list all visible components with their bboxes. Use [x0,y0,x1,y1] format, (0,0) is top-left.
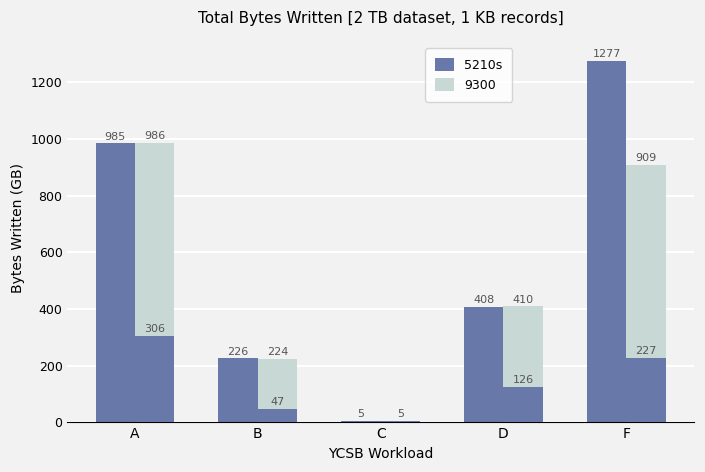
Bar [219,358,258,422]
Text: 47: 47 [270,397,285,407]
Bar [626,358,666,422]
Bar [503,387,543,422]
Text: 5: 5 [357,409,364,419]
Text: 126: 126 [513,375,534,385]
Text: 408: 408 [473,295,494,305]
Bar [258,359,297,422]
Bar [626,165,666,422]
Text: 224: 224 [266,347,288,357]
Bar [135,336,174,422]
X-axis label: YCSB Workload: YCSB Workload [328,447,434,461]
Bar [587,60,626,422]
Text: 986: 986 [144,131,165,141]
Text: 5: 5 [397,409,404,419]
Bar [258,409,297,422]
Text: 410: 410 [513,295,534,304]
Bar [135,143,174,422]
Bar [96,143,135,422]
Text: 226: 226 [228,347,249,357]
Legend: 5210s, 9300: 5210s, 9300 [425,48,513,102]
Bar [503,306,543,422]
Bar [464,307,503,422]
Text: 985: 985 [104,132,126,142]
Text: 227: 227 [635,346,656,356]
Text: 1277: 1277 [592,49,621,59]
Y-axis label: Bytes Written (GB): Bytes Written (GB) [11,163,25,293]
Title: Total Bytes Written [2 TB dataset, 1 KB records]: Total Bytes Written [2 TB dataset, 1 KB … [198,11,563,26]
Text: 909: 909 [635,153,656,163]
Bar [341,421,381,422]
Bar [381,421,420,422]
Bar [381,421,420,422]
Text: 306: 306 [144,324,165,334]
